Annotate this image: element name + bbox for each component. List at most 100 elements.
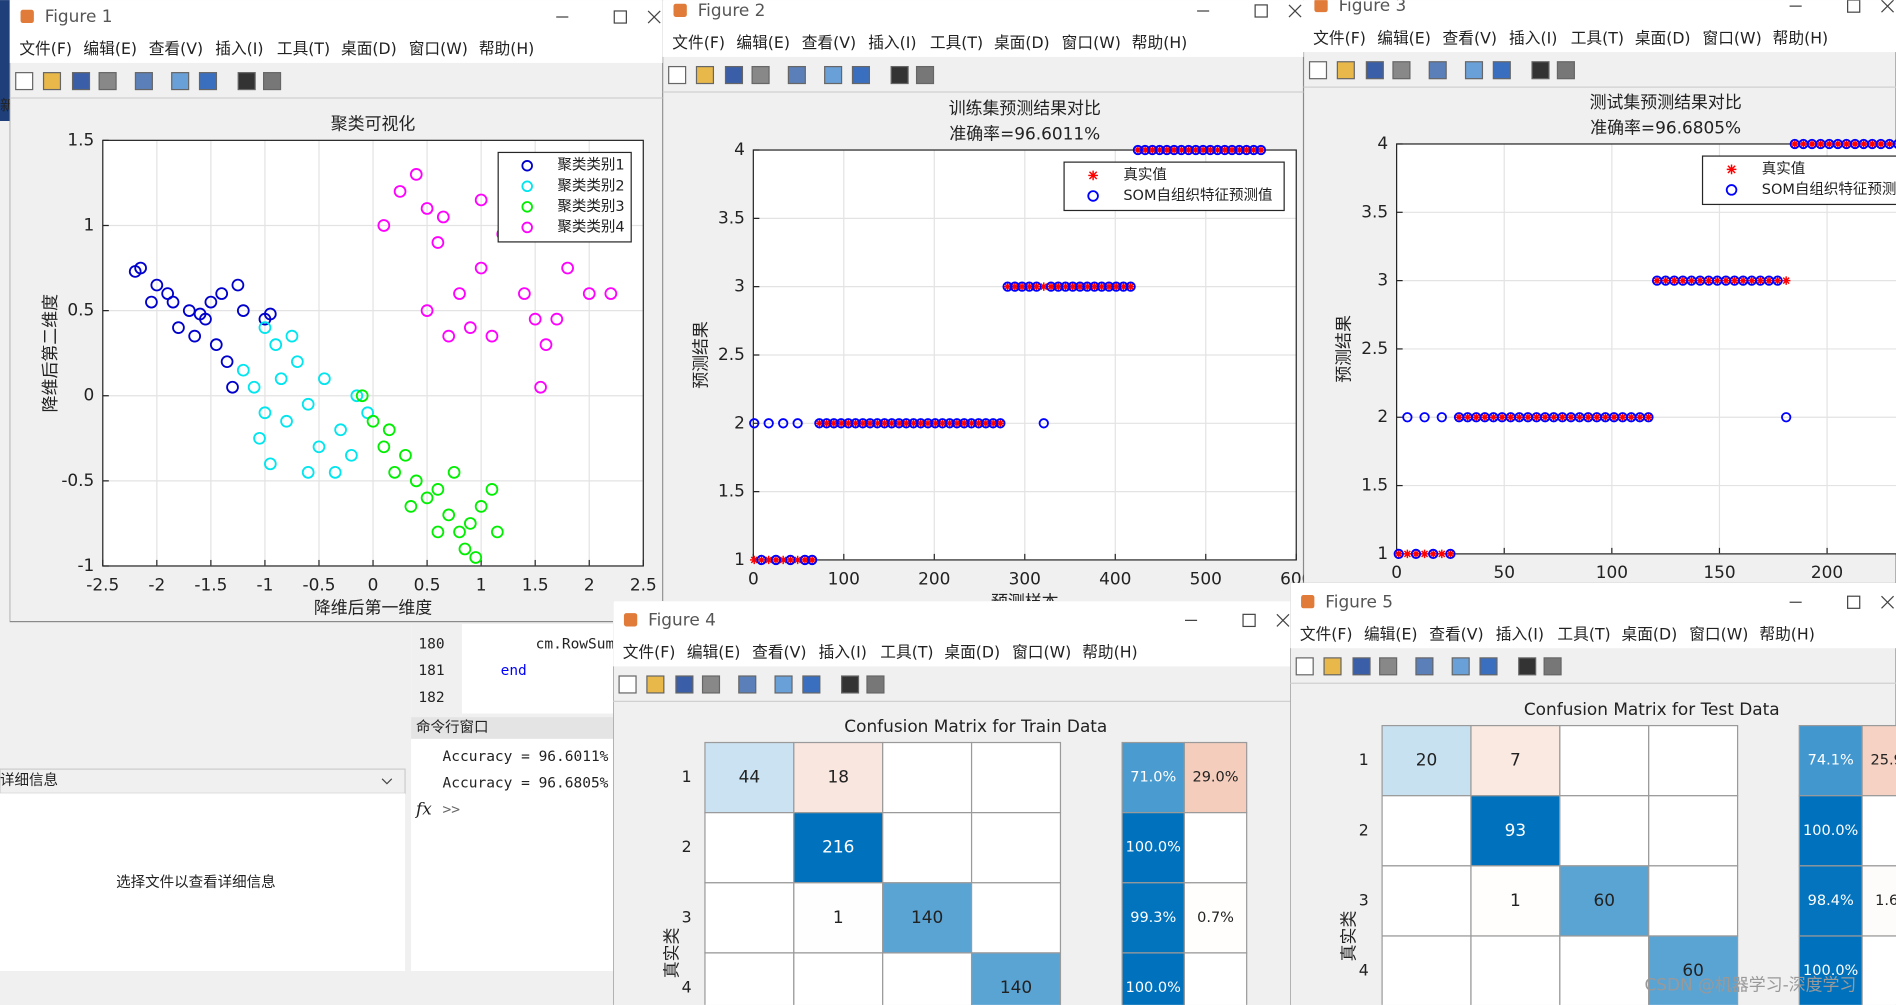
menu-item[interactable]: 帮助(H) (1082, 643, 1137, 662)
toolbar-button[interactable] (98, 72, 117, 91)
toolbar-button[interactable] (1428, 61, 1447, 80)
toolbar-button[interactable] (71, 72, 91, 91)
menu-item[interactable]: 查看(V) (1443, 28, 1497, 47)
menu-item[interactable]: 桌面(D) (1635, 28, 1691, 47)
menu-item[interactable]: 帮助(H) (1773, 28, 1828, 47)
menu-item[interactable]: 工具(T) (277, 39, 330, 58)
window-title: Figure 3 (1339, 0, 1407, 15)
menu-item[interactable]: 工具(T) (1557, 624, 1610, 643)
toolbar-button[interactable] (840, 675, 860, 694)
toolbar-button[interactable] (1295, 657, 1314, 676)
toolbar-button[interactable] (1415, 657, 1434, 676)
toolbar-button[interactable] (1492, 61, 1511, 80)
maximize-button[interactable] (1254, 4, 1268, 18)
toolbar-button[interactable] (668, 65, 687, 85)
maximize-button[interactable] (613, 10, 627, 24)
menu-item[interactable]: 文件(F) (672, 33, 725, 52)
menu-item[interactable]: 窗口(W) (409, 39, 468, 58)
toolbar-button[interactable] (134, 72, 153, 91)
toolbar-button[interactable] (1352, 657, 1371, 676)
menu-item[interactable]: 帮助(H) (1759, 624, 1814, 643)
cell-value: 60 (1594, 890, 1616, 910)
menu-item[interactable]: 桌面(D) (1622, 624, 1678, 643)
toolbar-button[interactable] (1308, 61, 1328, 80)
menu-item[interactable]: 工具(T) (930, 33, 983, 52)
menu-item[interactable]: 文件(F) (1313, 28, 1366, 47)
toolbar-button[interactable] (42, 72, 62, 91)
toolbar-button[interactable] (1464, 61, 1484, 80)
toolbar-button[interactable] (695, 65, 715, 85)
menu-item[interactable]: 查看(V) (1429, 624, 1483, 643)
close-button[interactable] (1881, 0, 1895, 13)
toolbar-button[interactable] (890, 65, 909, 85)
menu-item[interactable]: 窗口(W) (1012, 643, 1071, 662)
toolbar-button[interactable] (1336, 61, 1355, 80)
toolbar-button[interactable] (171, 72, 190, 91)
close-button[interactable] (647, 10, 661, 24)
menu-item[interactable]: 编辑(E) (83, 39, 137, 58)
menu-item[interactable]: 桌面(D) (944, 643, 1000, 662)
toolbar-button[interactable] (851, 65, 871, 85)
toolbar-button[interactable] (646, 675, 665, 694)
close-button[interactable] (1881, 595, 1895, 609)
menu-item[interactable]: 查看(V) (802, 33, 856, 52)
toolbar-button[interactable] (751, 65, 770, 85)
menu-item[interactable]: 编辑(E) (1364, 624, 1418, 643)
menu-item[interactable]: 文件(F) (623, 643, 676, 662)
menu-item[interactable]: 编辑(E) (1377, 28, 1431, 47)
menu-item[interactable]: 插入(I) (215, 39, 263, 58)
menu-item[interactable]: 窗口(W) (1689, 624, 1748, 643)
toolbar-button[interactable] (1479, 657, 1498, 676)
toolbar-button[interactable] (915, 65, 935, 85)
circle-marker (447, 465, 461, 479)
toolbar-button[interactable] (738, 675, 757, 694)
menu-item[interactable]: 插入(I) (819, 643, 867, 662)
menu-item[interactable]: 插入(I) (1496, 624, 1544, 643)
menu-item[interactable]: 桌面(D) (341, 39, 397, 58)
menu-item[interactable]: 文件(F) (1300, 624, 1353, 643)
toolbar-button[interactable] (1379, 657, 1398, 676)
toolbar-button[interactable] (262, 72, 282, 91)
menu-item[interactable]: 工具(T) (880, 643, 933, 662)
toolbar-button[interactable] (1556, 61, 1575, 80)
toolbar-button[interactable] (1323, 657, 1342, 676)
close-button[interactable] (1288, 4, 1302, 18)
menu-item[interactable]: 编辑(E) (687, 643, 741, 662)
toolbar-button[interactable] (1531, 61, 1550, 80)
toolbar-button[interactable] (824, 65, 843, 85)
toolbar-button[interactable] (866, 675, 885, 694)
toolbar-button[interactable] (1543, 657, 1562, 676)
menu-item[interactable]: 文件(F) (19, 39, 72, 58)
menu-item[interactable]: 查看(V) (752, 643, 806, 662)
maximize-button[interactable] (1242, 613, 1256, 628)
command-window[interactable] (411, 738, 617, 972)
toolbar-button[interactable] (802, 675, 821, 694)
toolbar-button[interactable] (1392, 61, 1411, 80)
toolbar-button[interactable] (1451, 657, 1470, 676)
chevron[interactable] (381, 778, 393, 785)
menu-item[interactable]: 窗口(W) (1062, 33, 1121, 52)
menu-item[interactable]: 窗口(W) (1703, 28, 1762, 47)
toolbar-button[interactable] (618, 675, 637, 694)
menu-item[interactable]: 编辑(E) (736, 33, 790, 52)
toolbar-button[interactable] (15, 72, 34, 91)
menu-item[interactable]: 帮助(H) (479, 39, 534, 58)
menu-item[interactable]: 查看(V) (149, 39, 203, 58)
menu-item[interactable]: 工具(T) (1571, 28, 1624, 47)
toolbar-button[interactable] (724, 65, 744, 85)
close-button[interactable] (1276, 613, 1290, 627)
menu-item[interactable]: 桌面(D) (994, 33, 1050, 52)
toolbar-button[interactable] (1365, 61, 1384, 80)
toolbar-button[interactable] (701, 675, 721, 694)
menu-item[interactable]: 帮助(H) (1132, 33, 1187, 52)
maximize-button[interactable] (1847, 0, 1861, 13)
maximize-button[interactable] (1847, 595, 1861, 609)
toolbar-button[interactable] (787, 65, 806, 85)
toolbar-button[interactable] (675, 675, 694, 694)
toolbar-button[interactable] (198, 72, 218, 91)
menu-item[interactable]: 插入(I) (868, 33, 916, 52)
toolbar-button[interactable] (774, 675, 793, 694)
toolbar-button[interactable] (237, 72, 256, 91)
toolbar-button[interactable] (1518, 657, 1537, 676)
menu-item[interactable]: 插入(I) (1509, 28, 1557, 47)
